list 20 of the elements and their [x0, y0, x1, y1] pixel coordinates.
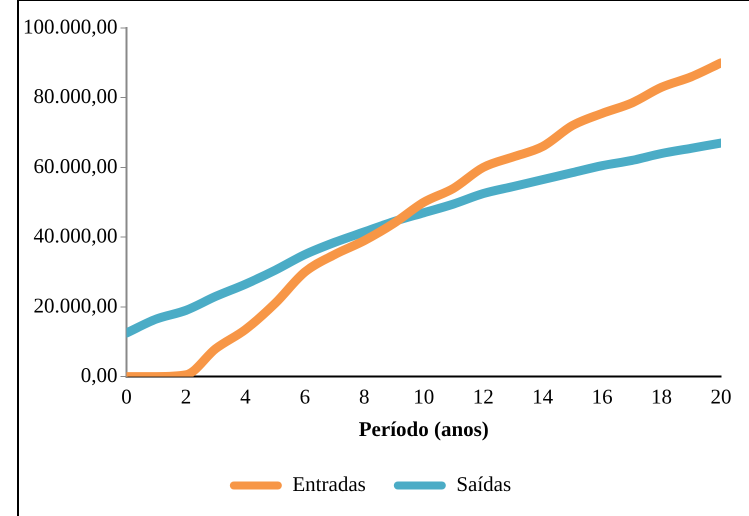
x-tick-label: 0: [121, 384, 132, 409]
x-tick-label: 2: [180, 384, 192, 409]
y-tick-label: 100.000,00: [23, 14, 118, 39]
y-tick-label: 40.000,00: [34, 224, 118, 248]
y-tick-label: 80.000,00: [34, 84, 118, 108]
x-tick-label: 8: [359, 384, 370, 409]
x-tick-label: 6: [300, 384, 310, 409]
legend-label: Entradas: [292, 472, 366, 496]
x-tick-label: 20: [710, 384, 732, 409]
x-axis-title: Período (anos): [358, 416, 489, 441]
legend-label: Saídas: [456, 472, 512, 496]
x-tick-label: 18: [651, 384, 672, 409]
x-tick-label: 4: [240, 384, 252, 409]
x-tick-label: 16: [592, 384, 613, 409]
x-tick-label: 12: [472, 384, 494, 409]
y-tick-label: 20.000,00: [34, 293, 118, 318]
y-tick-label: 0,00: [80, 363, 118, 388]
x-tick-label: 10: [413, 384, 434, 409]
y-tick-label: 60.000,00: [34, 154, 118, 178]
x-tick-label: 14: [532, 384, 554, 409]
